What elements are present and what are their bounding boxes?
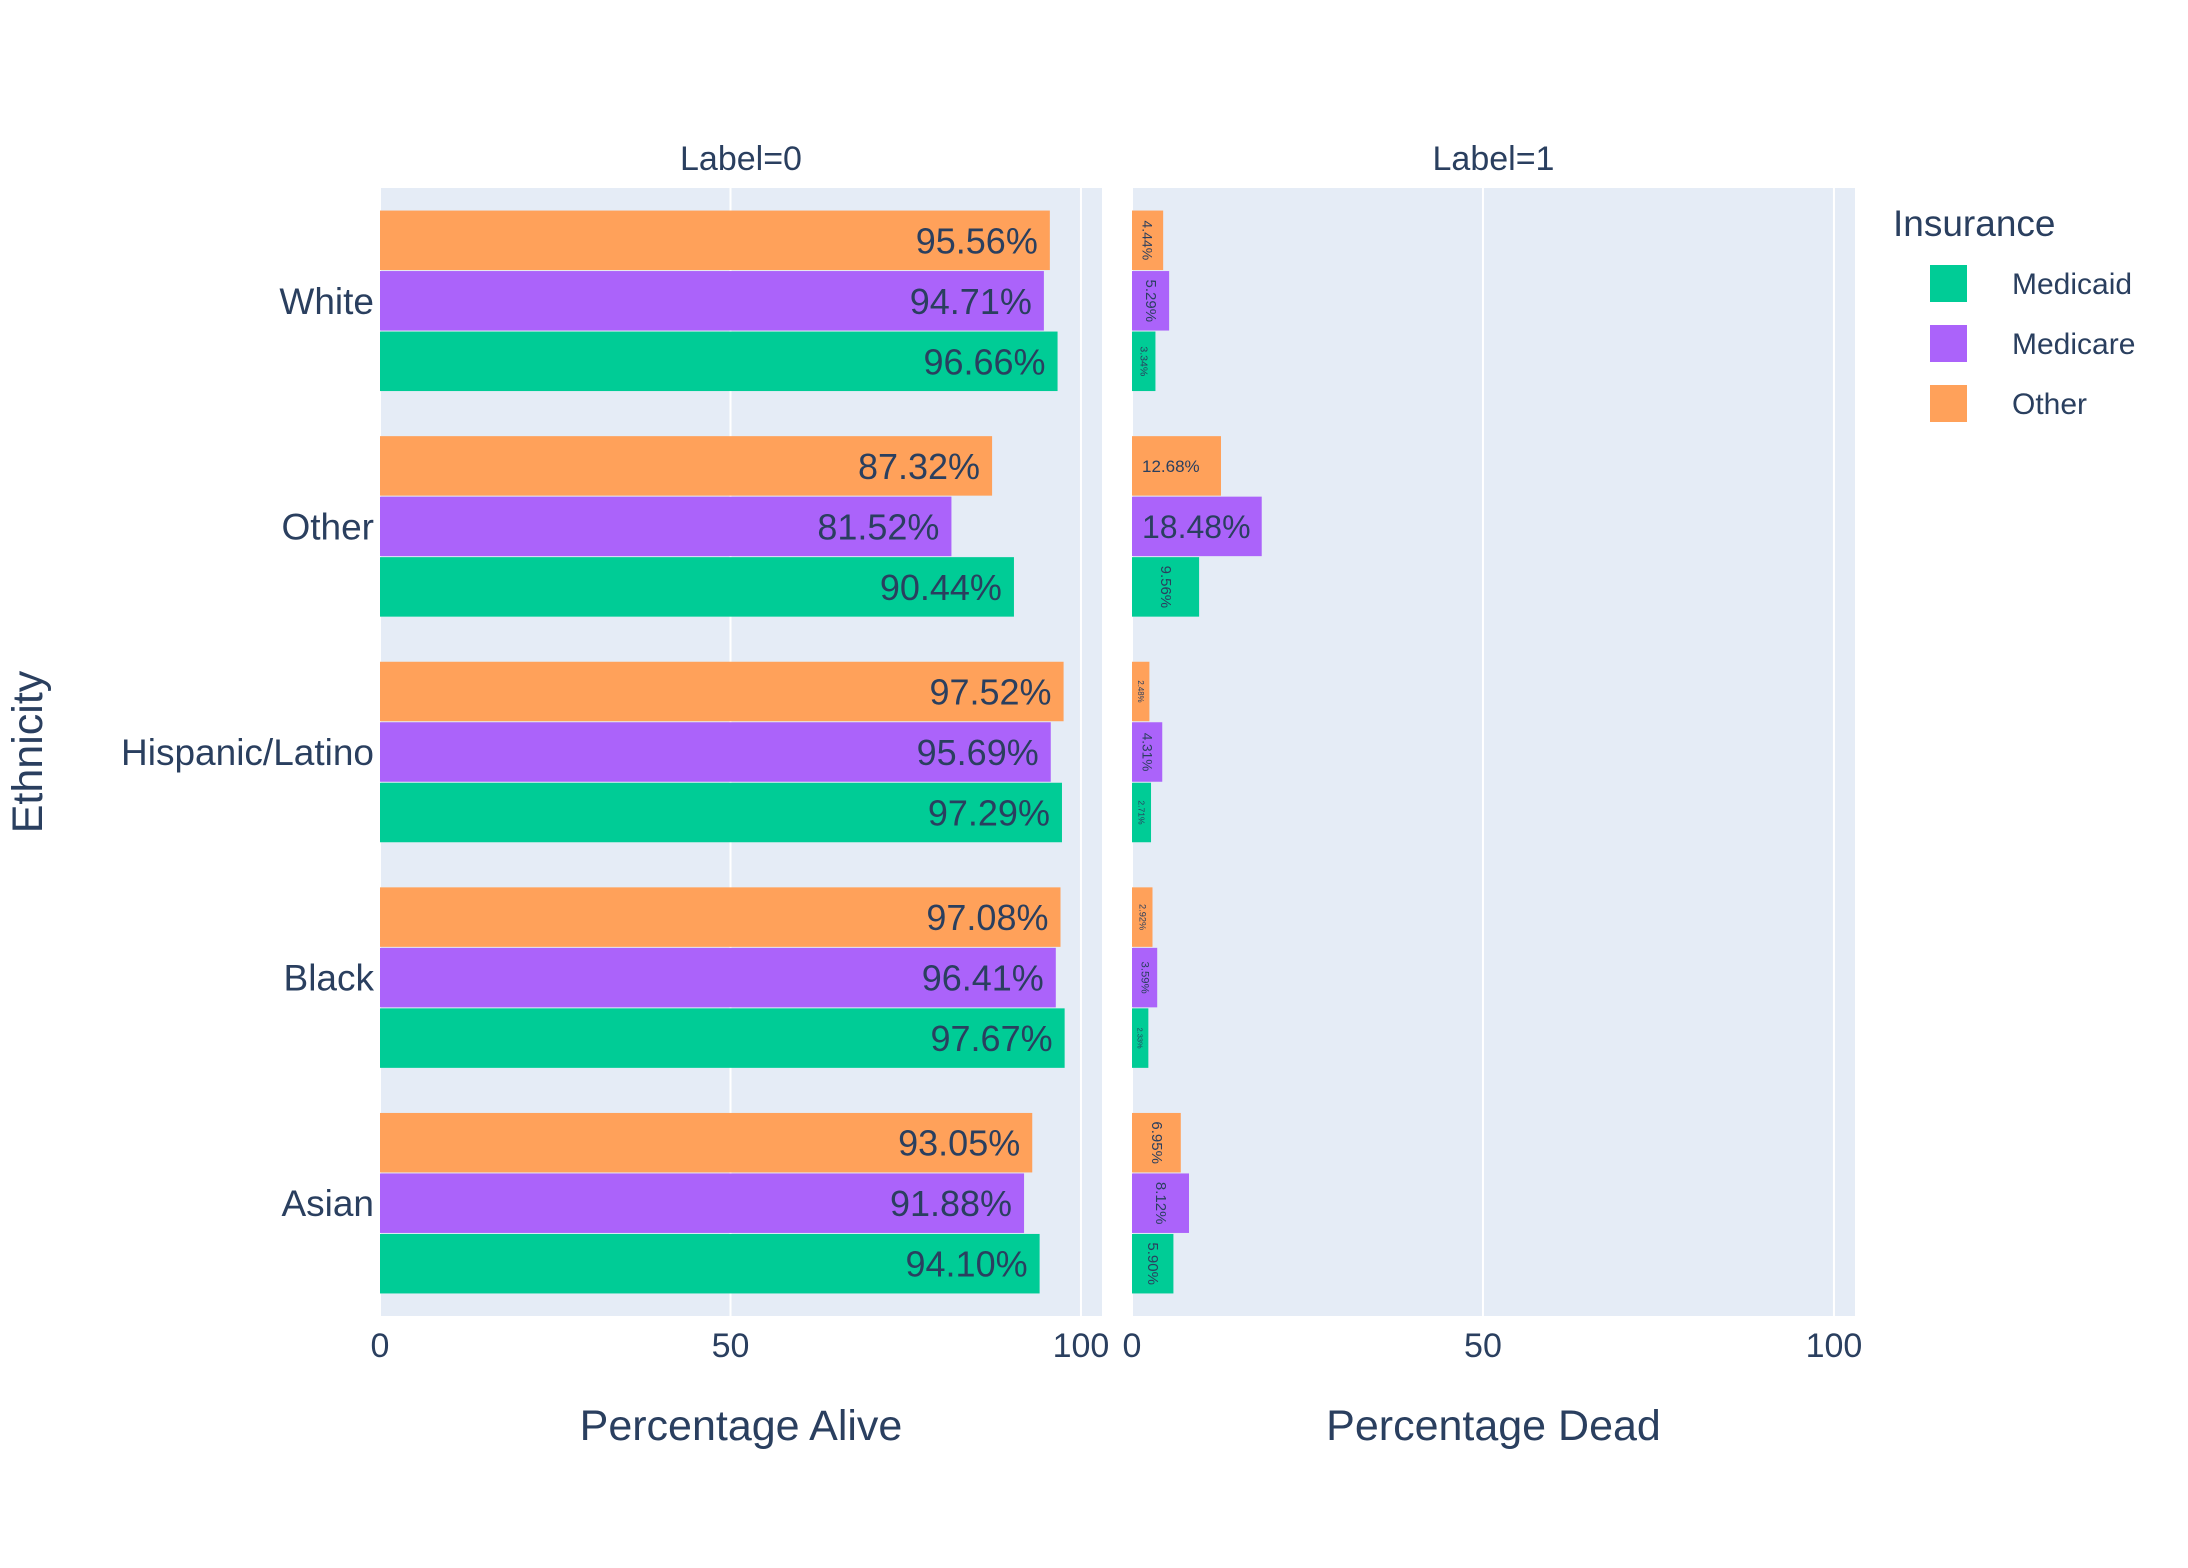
panel-2-bar-other-medicare	[1132, 496, 1262, 557]
panel-2-bar-label-hispanic-latino-medicare: 4.31%	[1140, 733, 1155, 772]
legend-label-medicare: Medicare	[2012, 328, 2135, 361]
panel-2-plot-background	[1132, 188, 1855, 1316]
panel-1-bar-label-white-medicaid: 96.66%	[923, 341, 1045, 382]
yaxis-title: Ethnicity	[4, 670, 52, 833]
panel-2-bar-hispanic-latino-other	[1132, 661, 1150, 722]
ytick-label-black: Black	[284, 958, 375, 999]
panel-2-bar-black-medicare	[1132, 947, 1158, 1008]
panel-1-bar-other-medicaid	[380, 557, 1014, 617]
panel-2-bar-label-hispanic-latino-medicaid: 2.71%	[1137, 800, 1147, 825]
panel-2-bar-other-other	[1132, 436, 1222, 496]
panel-2-bar-asian-medicaid	[1132, 1233, 1174, 1294]
panel-2-xtick-label-50: 50	[1464, 1327, 1502, 1365]
panel-2-bar-label-black-medicare: 3.59%	[1139, 962, 1151, 994]
panel-2-bar-hispanic-latino-medicaid	[1132, 782, 1152, 843]
panel-2-bar-hispanic-latino-medicare	[1132, 722, 1163, 782]
panel-1-facet-label: Label=0	[680, 140, 802, 178]
panel-2-bar-label-black-other: 2.92%	[1137, 904, 1147, 930]
panel-2-bar-label-asian-other: 6.95%	[1148, 1121, 1165, 1164]
ytick-label-hispanic-latino: Hispanic/Latino	[121, 732, 374, 773]
panel-1-bar-white-medicare	[380, 271, 1044, 331]
panel-1-bar-label-white-medicare: 94.71%	[910, 281, 1032, 322]
panel-2-bar-label-asian-medicare: 8.12%	[1152, 1182, 1169, 1225]
panel-1-bar-asian-other	[380, 1112, 1033, 1173]
panel-1-bar-label-asian-medicare: 91.88%	[890, 1183, 1012, 1224]
panel-1-bar-other-other	[380, 436, 993, 496]
panel-1-bar-hispanic-latino-medicaid	[380, 782, 1062, 843]
panel-1-bar-black-medicare	[380, 947, 1056, 1008]
ytick-label-asian: Asian	[281, 1183, 374, 1224]
panel-1-bar-label-other-medicaid: 90.44%	[880, 567, 1002, 608]
panel-1-bar-asian-medicare	[380, 1173, 1025, 1233]
panel-2-xtick-label-100: 100	[1806, 1327, 1863, 1365]
panel-2-bar-label-white-medicaid: 3.34%	[1138, 346, 1150, 376]
panel-1-bar-hispanic-latino-other	[380, 661, 1064, 722]
legend-label-other: Other	[2012, 388, 2087, 421]
panel-1-bar-label-black-other: 97.08%	[926, 897, 1048, 938]
panel-1-bar-white-other	[380, 210, 1050, 271]
legend-label-medicaid: Medicaid	[2012, 268, 2132, 301]
panel-2-xtick-label-0: 0	[1123, 1327, 1142, 1365]
panel-2-bar-asian-other	[1132, 1112, 1181, 1173]
legend-swatch-other	[1930, 385, 1967, 422]
panel-2-bar-label-asian-medicaid: 5.90%	[1144, 1242, 1161, 1285]
panel-1-bar-label-white-other: 95.56%	[916, 220, 1038, 261]
panel-2-bar-white-medicare	[1132, 271, 1170, 331]
panel-2-bar-white-medicaid	[1132, 331, 1156, 392]
ytick-label-other: Other	[281, 506, 374, 547]
panel-1-bar-label-black-medicare: 96.41%	[922, 958, 1044, 999]
panel-1-bar-label-other-medicare: 81.52%	[817, 506, 939, 547]
panel-1-bar-label-hispanic-latino-other: 97.52%	[929, 672, 1051, 713]
panel-1-xtick-label-100: 100	[1053, 1327, 1110, 1365]
panel-2-bar-label-black-medicaid: 2.33%	[1136, 1028, 1145, 1049]
legend-swatch-medicaid	[1930, 265, 1967, 302]
panel-1-bar-white-medicaid	[380, 331, 1058, 392]
panel-2-bar-asian-medicare	[1132, 1173, 1189, 1233]
panel-2-bar-white-other	[1132, 210, 1164, 271]
panel-1-xtick-label-50: 50	[712, 1327, 750, 1365]
panel-1-bar-label-black-medicaid: 97.67%	[931, 1018, 1053, 1059]
panel-1-xtick-label-0: 0	[371, 1327, 390, 1365]
panel-1-bar-black-other	[380, 887, 1061, 947]
panel-2-bar-label-white-medicare: 5.29%	[1142, 280, 1159, 323]
panel-2-bar-label-other-medicare: 18.48%	[1142, 509, 1251, 545]
panel-2-bar-label-other-medicaid: 9.56%	[1157, 566, 1174, 609]
panel-2-bar-label-white-other: 4.44%	[1140, 220, 1156, 260]
panel-1-bar-other-medicare	[380, 496, 952, 557]
panel-1-bar-black-medicaid	[380, 1008, 1065, 1068]
panel-1-bar-label-other-other: 87.32%	[858, 446, 980, 487]
legend-swatch-medicare	[1930, 325, 1967, 362]
panel-2-facet-label: Label=1	[1433, 140, 1555, 178]
panel-1-bar-asian-medicaid	[380, 1233, 1040, 1294]
panel-2-bar-other-medicaid	[1132, 557, 1200, 617]
panel-1-bar-hispanic-latino-medicare	[380, 722, 1051, 782]
panel-1-bar-label-asian-other: 93.05%	[898, 1123, 1020, 1164]
panel-1-xaxis-title: Percentage Alive	[580, 1402, 903, 1450]
ytick-label-white: White	[279, 281, 374, 322]
panel-1-bar-label-hispanic-latino-medicaid: 97.29%	[928, 793, 1050, 834]
legend-title: Insurance	[1893, 203, 2056, 244]
panel-2-xaxis-title: Percentage Dead	[1326, 1402, 1661, 1450]
panel-2-bar-black-other	[1132, 887, 1153, 947]
panel-2-bar-label-other-other: 12.68%	[1142, 457, 1200, 476]
panel-1-bar-label-asian-medicaid: 94.10%	[906, 1244, 1028, 1285]
panel-1-bar-label-hispanic-latino-medicare: 95.69%	[917, 732, 1039, 773]
panel-2-bar-black-medicaid	[1132, 1008, 1149, 1068]
panel-2-bar-label-hispanic-latino-other: 2.48%	[1136, 680, 1145, 702]
